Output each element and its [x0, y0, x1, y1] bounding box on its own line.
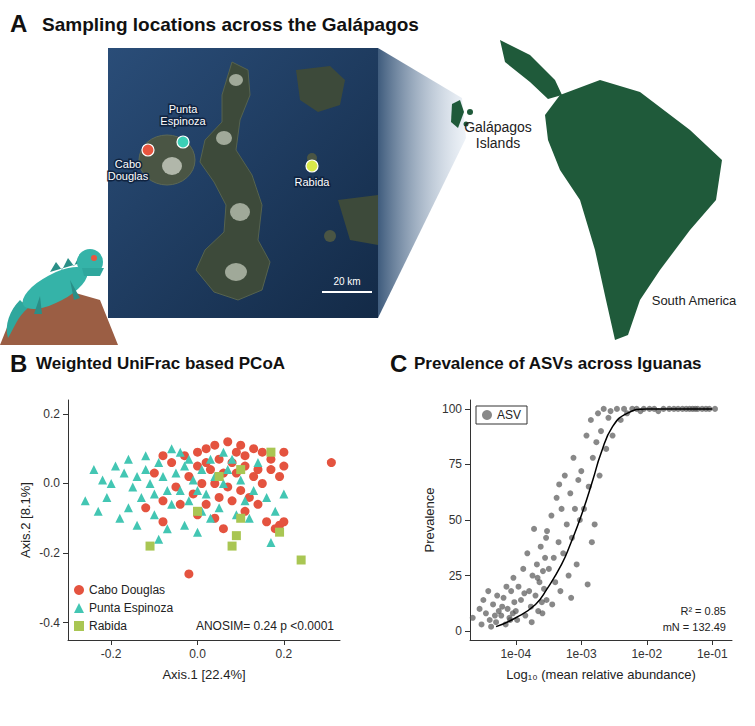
- svg-text:25: 25: [449, 569, 463, 583]
- svg-text:Sampling locations across the: Sampling locations across the Galápagos: [42, 14, 419, 35]
- svg-text:50: 50: [449, 513, 463, 527]
- svg-text:Prevalence of ASVs across Igua: Prevalence of ASVs across Iguanas: [414, 354, 702, 373]
- svg-text:Weighted UniFrac based PCoA: Weighted UniFrac based PCoA: [36, 354, 285, 373]
- svg-text:1e-03: 1e-03: [566, 647, 597, 661]
- svg-text:Axis.2 [8.1%]: Axis.2 [8.1%]: [18, 482, 33, 558]
- svg-text:20 km: 20 km: [333, 276, 360, 287]
- svg-text:-0.4: -0.4: [39, 616, 60, 630]
- svg-text:Galápagos: Galápagos: [464, 119, 532, 135]
- svg-text:0.2: 0.2: [276, 647, 293, 661]
- svg-text:1e-04: 1e-04: [500, 647, 531, 661]
- svg-text:South America: South America: [652, 293, 737, 308]
- svg-text:Islands: Islands: [476, 135, 520, 151]
- svg-text:C: C: [390, 350, 407, 377]
- svg-text:1e-02: 1e-02: [631, 647, 662, 661]
- svg-text:-0.2: -0.2: [101, 647, 122, 661]
- svg-text:0.0: 0.0: [43, 476, 60, 490]
- svg-text:Log₁₀ (mean relative abundance: Log₁₀ (mean relative abundance): [506, 667, 696, 682]
- svg-text:0.2: 0.2: [43, 407, 60, 421]
- svg-text:1e-01: 1e-01: [697, 647, 728, 661]
- svg-text:Rabida: Rabida: [89, 619, 127, 633]
- svg-text:A: A: [10, 10, 27, 37]
- svg-text:Prevalence: Prevalence: [422, 487, 437, 552]
- svg-text:B: B: [10, 350, 27, 377]
- svg-text:-0.2: -0.2: [39, 546, 60, 560]
- svg-text:ANOSIM= 0.24 p <0.0001: ANOSIM= 0.24 p <0.0001: [196, 619, 334, 633]
- svg-text:mN = 132.49: mN = 132.49: [663, 621, 726, 633]
- svg-text:75: 75: [449, 457, 463, 471]
- svg-text:Cabo Douglas: Cabo Douglas: [89, 583, 165, 597]
- svg-text:Axis.1 [22.4%]: Axis.1 [22.4%]: [162, 667, 245, 682]
- svg-text:Douglas: Douglas: [108, 170, 149, 182]
- svg-text:100: 100: [442, 402, 462, 416]
- svg-text:Cabo: Cabo: [115, 158, 141, 170]
- svg-text:Punta Espinoza: Punta Espinoza: [89, 601, 173, 615]
- svg-text:Rabida: Rabida: [295, 176, 331, 188]
- svg-text:0.0: 0.0: [189, 647, 206, 661]
- svg-text:Punta: Punta: [169, 103, 199, 115]
- svg-text:R² = 0.85: R² = 0.85: [680, 605, 726, 617]
- svg-text:Espinoza: Espinoza: [160, 115, 206, 127]
- svg-text:ASV: ASV: [497, 408, 521, 422]
- svg-text:0: 0: [455, 624, 462, 638]
